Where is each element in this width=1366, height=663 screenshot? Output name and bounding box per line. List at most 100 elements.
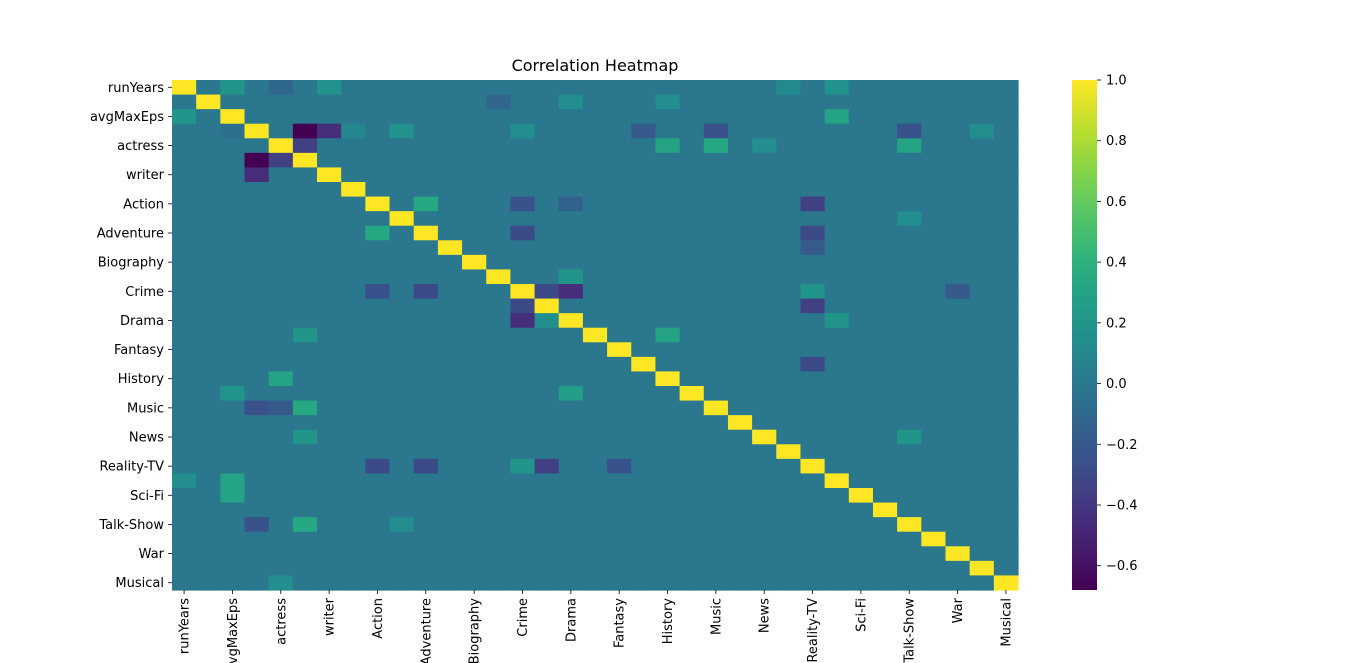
heatmap-cell bbox=[341, 80, 366, 96]
heatmap-cell bbox=[317, 269, 342, 285]
heatmap-cell bbox=[268, 269, 294, 285]
heatmap-cell bbox=[244, 138, 270, 154]
heatmap-cell bbox=[945, 488, 971, 504]
heatmap-cell bbox=[897, 458, 922, 475]
heatmap-cell bbox=[752, 152, 777, 169]
heatmap-cell bbox=[341, 152, 366, 169]
heatmap-cell bbox=[800, 240, 826, 256]
heatmap-cell bbox=[486, 269, 511, 285]
colorbar-tick-label: −0.4 bbox=[1106, 499, 1138, 514]
heatmap-cell bbox=[631, 182, 657, 198]
heatmap-cell bbox=[317, 502, 342, 518]
heatmap-cell bbox=[534, 415, 560, 431]
heatmap-cell bbox=[437, 560, 463, 577]
heatmap-cell bbox=[365, 123, 391, 139]
heatmap-cell bbox=[800, 182, 826, 198]
heatmap-cell bbox=[220, 240, 246, 256]
heatmap-cell bbox=[437, 152, 463, 169]
heatmap-cell bbox=[486, 196, 511, 212]
heatmap-cell bbox=[389, 575, 415, 591]
heatmap-cell bbox=[413, 342, 439, 358]
heatmap-cell bbox=[317, 327, 342, 343]
heatmap-cell bbox=[872, 546, 898, 562]
heatmap-cell bbox=[752, 284, 777, 300]
heatmap-cell bbox=[462, 575, 487, 591]
heatmap-cell bbox=[582, 327, 608, 343]
heatmap-cell bbox=[800, 313, 826, 329]
heatmap-cell bbox=[655, 182, 681, 198]
heatmap-cell bbox=[486, 560, 511, 577]
heatmap-cell bbox=[727, 269, 753, 285]
heatmap-cell bbox=[268, 167, 294, 183]
heatmap-cell bbox=[437, 284, 463, 300]
heatmap-cell bbox=[462, 386, 487, 402]
heatmap-cell bbox=[993, 196, 1019, 212]
heatmap-cell bbox=[679, 429, 705, 445]
y-tick-label: News bbox=[129, 431, 164, 446]
heatmap-cell bbox=[824, 138, 850, 154]
heatmap-cell bbox=[655, 152, 681, 169]
heatmap-cell bbox=[389, 502, 415, 518]
heatmap-cell bbox=[486, 313, 511, 329]
heatmap-cell bbox=[921, 225, 947, 241]
heatmap-cell bbox=[365, 298, 391, 314]
heatmap-cell bbox=[413, 211, 439, 227]
heatmap-cell bbox=[945, 167, 971, 183]
y-tick-label: Drama bbox=[120, 314, 164, 329]
heatmap-cell bbox=[558, 386, 584, 402]
heatmap-cell bbox=[800, 123, 826, 139]
heatmap-cell bbox=[727, 458, 753, 475]
heatmap-cell bbox=[703, 546, 729, 562]
heatmap-cell bbox=[437, 225, 463, 241]
heatmap-cell bbox=[776, 517, 802, 533]
heatmap-cell bbox=[897, 386, 922, 402]
heatmap-cell bbox=[172, 575, 197, 591]
heatmap-cell bbox=[848, 123, 874, 139]
heatmap-cells bbox=[172, 80, 1019, 591]
colorbar bbox=[1072, 80, 1097, 590]
heatmap-cell bbox=[317, 254, 342, 271]
heatmap-cell bbox=[268, 313, 294, 329]
heatmap-cell bbox=[800, 167, 826, 183]
heatmap-cell bbox=[389, 123, 415, 139]
heatmap-cell bbox=[945, 502, 971, 518]
heatmap-cell bbox=[220, 211, 246, 227]
heatmap-cell bbox=[776, 444, 802, 460]
heatmap-cell bbox=[703, 196, 729, 212]
heatmap-cell bbox=[486, 167, 511, 183]
heatmap-cell bbox=[969, 313, 995, 329]
x-tick-label: Reality-TV bbox=[806, 598, 821, 663]
x-tick-label: Music bbox=[709, 598, 724, 635]
heatmap-cell bbox=[679, 80, 705, 96]
heatmap-cell bbox=[607, 458, 632, 475]
heatmap-cell bbox=[993, 152, 1019, 169]
heatmap-cell bbox=[631, 240, 657, 256]
heatmap-cell bbox=[969, 94, 995, 110]
heatmap-cell bbox=[292, 123, 318, 139]
heatmap-cell bbox=[558, 284, 584, 300]
heatmap-cell bbox=[800, 386, 826, 402]
heatmap-cell bbox=[872, 371, 898, 387]
heatmap-cell bbox=[679, 225, 705, 241]
heatmap-cell bbox=[655, 546, 681, 562]
heatmap-cell bbox=[776, 415, 802, 431]
heatmap-cell bbox=[341, 531, 366, 547]
heatmap-cell bbox=[220, 80, 246, 96]
heatmap-cell bbox=[534, 211, 560, 227]
heatmap-cell bbox=[462, 269, 487, 285]
heatmap-cell bbox=[872, 429, 898, 445]
heatmap-cell bbox=[945, 123, 971, 139]
heatmap-cell bbox=[292, 546, 318, 562]
heatmap-cell bbox=[389, 284, 415, 300]
heatmap-cell bbox=[752, 240, 777, 256]
heatmap-cell bbox=[220, 167, 246, 183]
heatmap-cell bbox=[800, 502, 826, 518]
heatmap-cell bbox=[244, 400, 270, 416]
heatmap-cell bbox=[341, 327, 366, 343]
heatmap-cell bbox=[655, 313, 681, 329]
heatmap-cell bbox=[220, 269, 246, 285]
heatmap-cell bbox=[172, 531, 197, 547]
heatmap-cell bbox=[848, 502, 874, 518]
heatmap-cell bbox=[631, 415, 657, 431]
